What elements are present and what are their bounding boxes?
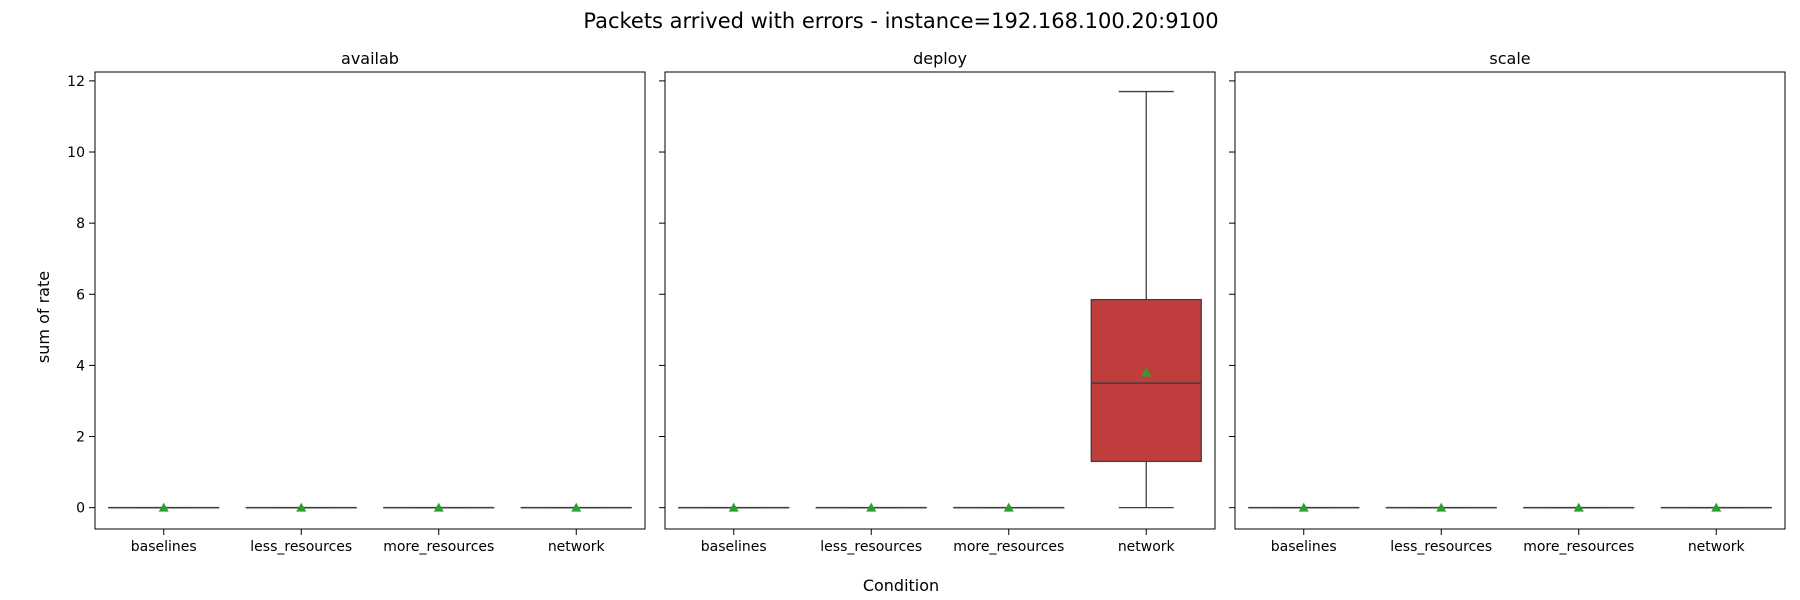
box-more_resources (953, 502, 1065, 512)
panel-title: deploy (913, 49, 967, 68)
chart-title: Packets arrived with errors - instance=1… (583, 9, 1218, 33)
box-body (1090, 298, 1202, 463)
x-tick-label: more_resources (383, 539, 494, 555)
box-baselines (1248, 502, 1360, 512)
x-tick-label: less_resources (1390, 539, 1492, 555)
panel-availab: availab 0 2 4 6 8 10 12 baselines less_resources m… (67, 49, 646, 555)
box-baselines (678, 502, 790, 512)
x-axis-label: Condition (863, 576, 939, 595)
mean-marker (1436, 502, 1447, 512)
mean-marker (296, 502, 307, 512)
x-tick-label: baselines (701, 539, 767, 555)
y-tick-label: 8 (76, 216, 85, 232)
box-network (520, 502, 632, 512)
x-tick-label: baselines (131, 539, 197, 555)
x-tick-label: baselines (1271, 539, 1337, 555)
panel-title: scale (1489, 49, 1530, 68)
y-tick-label: 6 (76, 287, 85, 303)
box-more_resources (1523, 502, 1635, 512)
mean-marker (728, 502, 739, 512)
box-less_resources (815, 502, 927, 512)
box-network (1660, 502, 1772, 512)
x-tick-label: less_resources (250, 539, 352, 555)
mean-marker (1003, 502, 1014, 512)
mean-marker (571, 502, 582, 512)
box-less_resources (1385, 502, 1497, 512)
x-tick-label: network (1118, 539, 1176, 555)
y-tick-label: 2 (76, 430, 85, 446)
panel-deploy: deploy baselines less_resources more_resour… (659, 49, 1216, 555)
panel-scale: scale baselines less_resources more_resourc… (1229, 49, 1786, 555)
box-baselines (108, 502, 220, 512)
panel-frame (664, 71, 1216, 530)
mean-marker (1711, 502, 1722, 512)
panel-frame (1234, 71, 1786, 530)
mean-marker (1141, 367, 1152, 377)
y-tick-label: 12 (67, 74, 85, 90)
mean-marker (1573, 502, 1584, 512)
x-tick-label: more_resources (953, 539, 1064, 555)
mean-marker (433, 502, 444, 512)
x-tick-label: less_resources (820, 539, 922, 555)
panel-title: availab (341, 49, 399, 68)
box-less_resources (245, 502, 357, 512)
box-network (1090, 90, 1202, 509)
y-tick-label: 4 (76, 358, 85, 374)
y-tick-label: 0 (76, 501, 85, 517)
x-tick-label: network (1688, 539, 1746, 555)
x-tick-label: network (548, 539, 606, 555)
mean-marker (1298, 502, 1309, 512)
panels-group: availab 0 2 4 6 8 10 12 baselines less_resources m… (67, 49, 1786, 555)
box-more_resources (383, 502, 495, 512)
y-axis-label: sum of rate (34, 271, 53, 363)
panel-frame (94, 71, 646, 530)
mean-marker (866, 502, 877, 512)
y-tick-label: 10 (67, 145, 85, 161)
mean-marker (158, 502, 169, 512)
x-tick-label: more_resources (1523, 539, 1634, 555)
